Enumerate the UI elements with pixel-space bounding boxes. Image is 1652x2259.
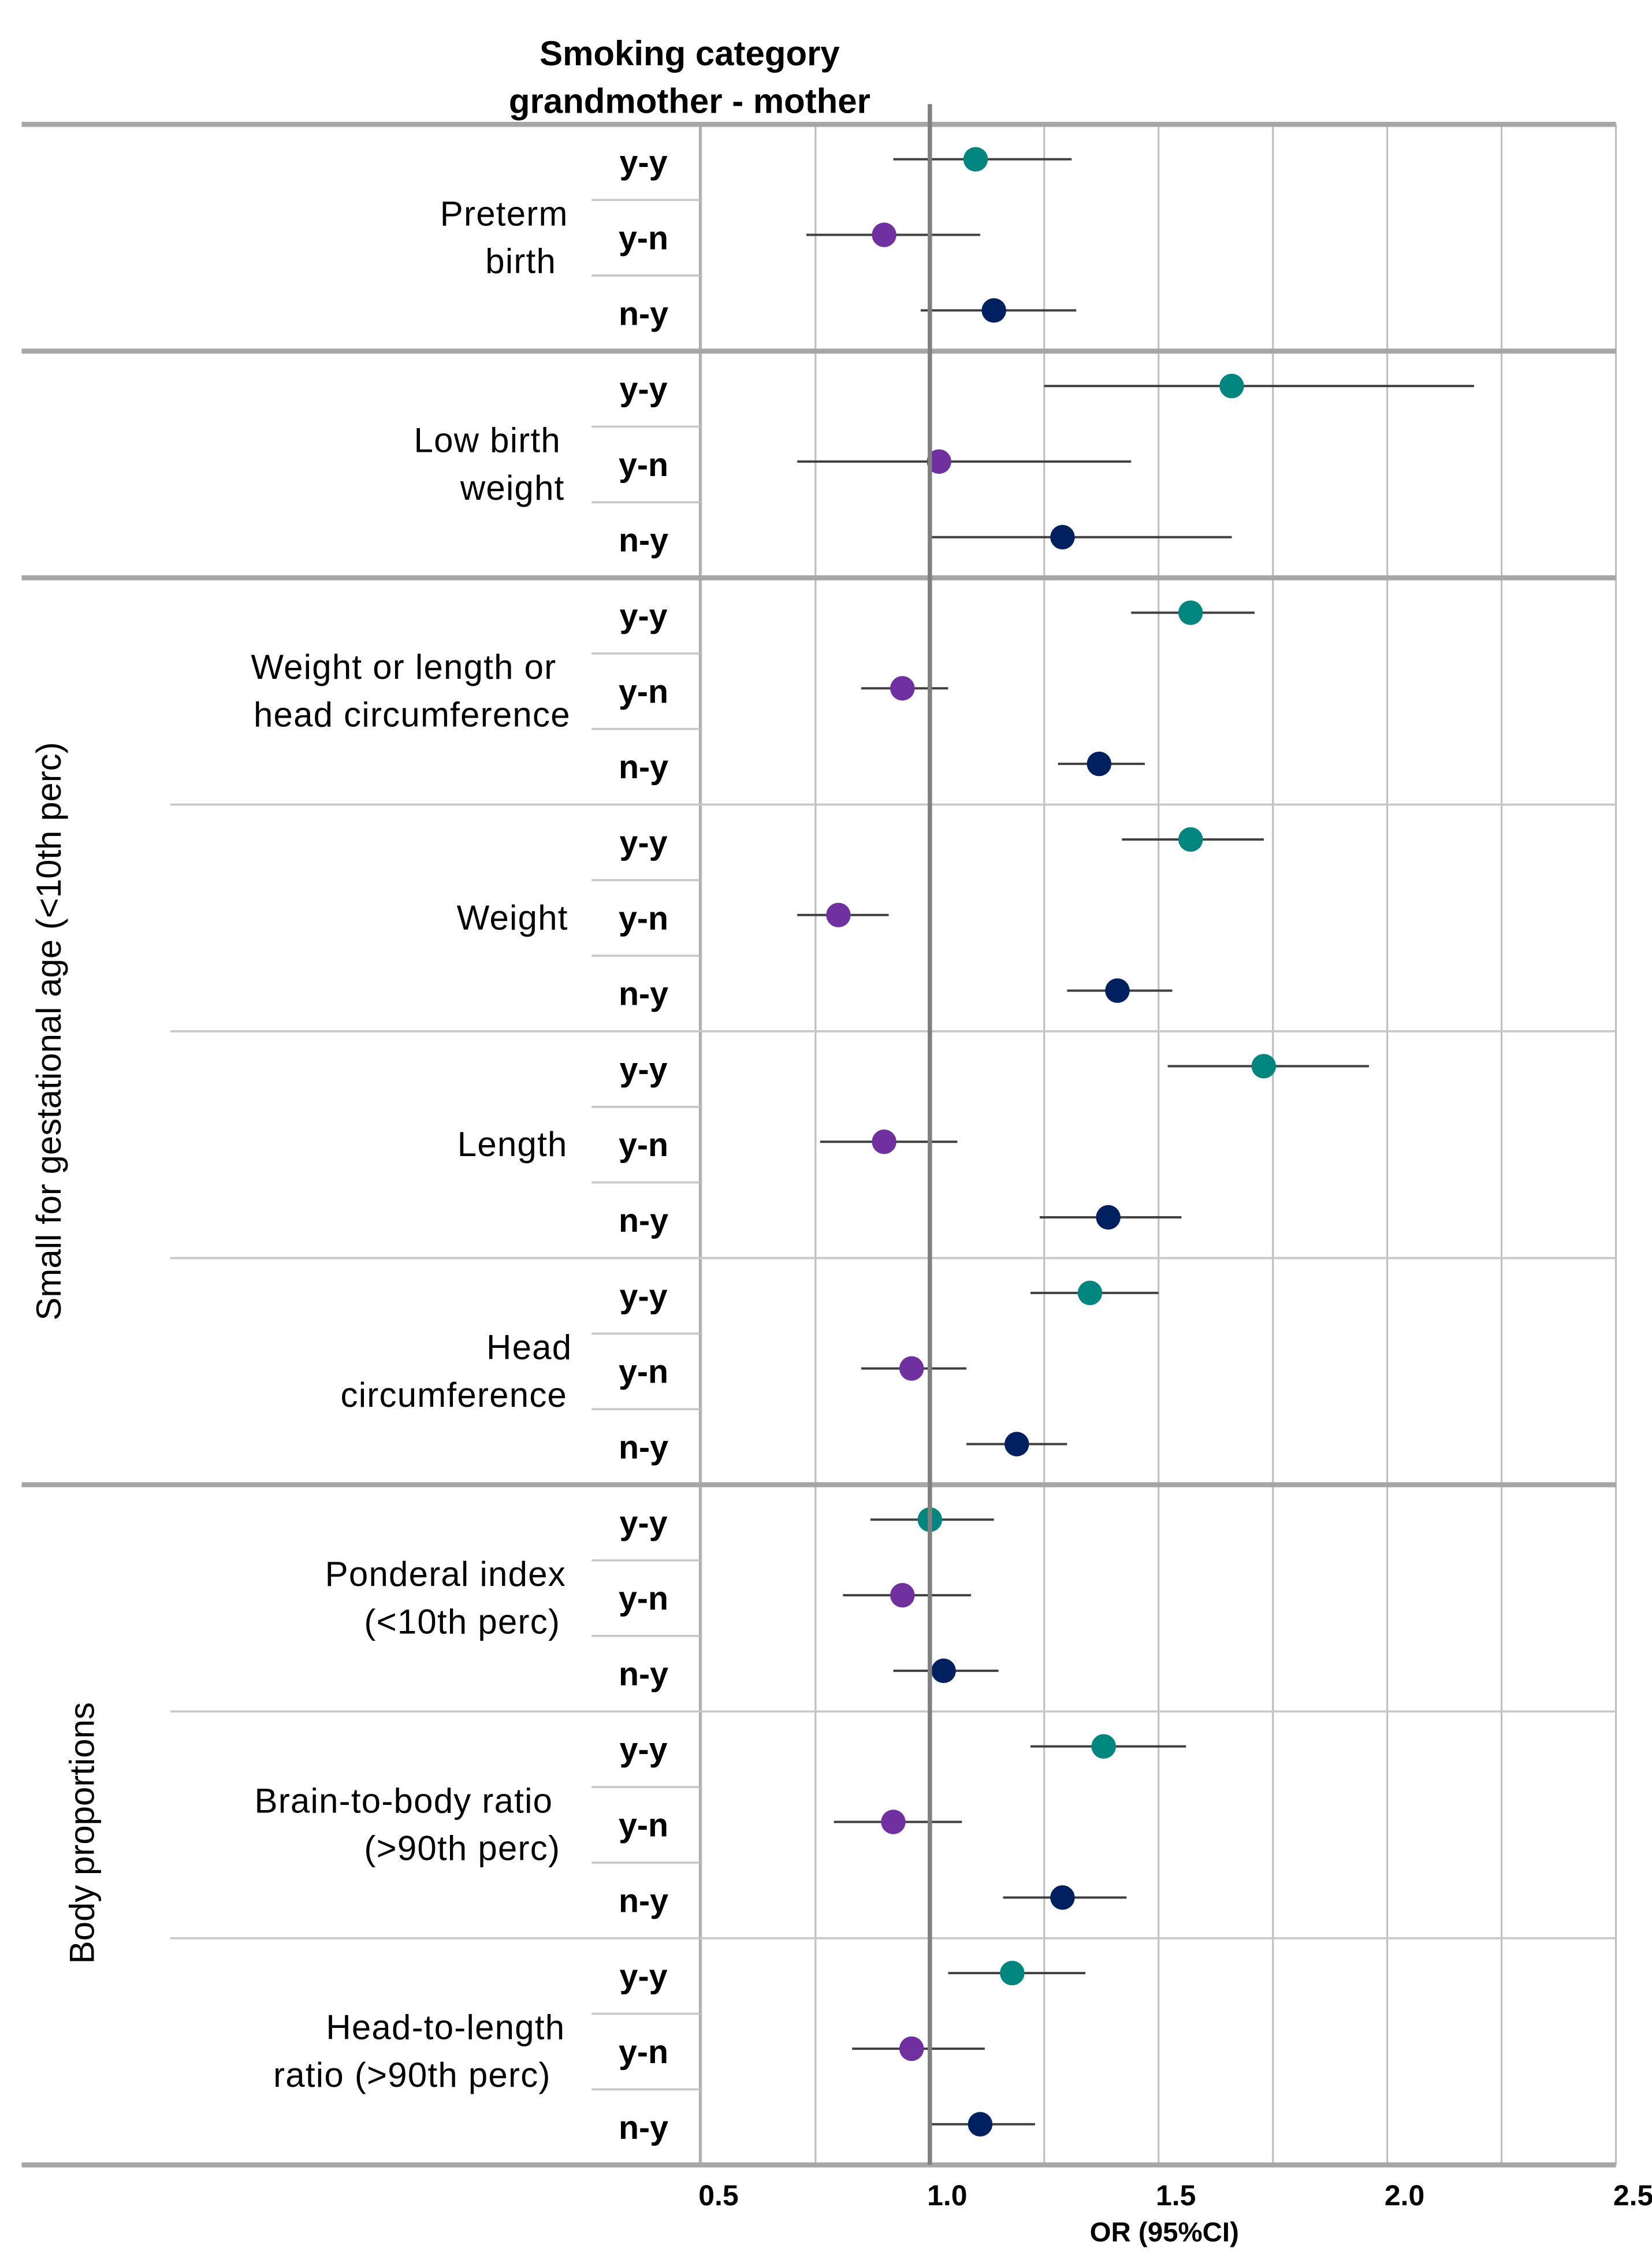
point-estimate-y-y — [1178, 827, 1203, 852]
category-label: n-y — [619, 522, 668, 559]
outcome-label: Head-to-length — [326, 2008, 565, 2047]
category-label: y-n — [619, 2034, 668, 2071]
point-estimate-y-y — [1000, 1960, 1025, 1986]
category-label: y-n — [619, 1807, 668, 1844]
point-estimate-y-y — [1091, 1734, 1116, 1759]
category-label: n-y — [619, 1882, 668, 1919]
outcome-label: weight — [460, 469, 565, 507]
point-estimate-n-y — [1050, 525, 1075, 549]
category-label: y-n — [619, 900, 668, 937]
point-estimate-y-n — [890, 676, 915, 701]
x-tick-label: 1.0 — [927, 2179, 967, 2212]
category-label: y-y — [620, 598, 668, 635]
category-label: y-n — [619, 1354, 668, 1391]
point-estimate-y-n — [890, 1582, 915, 1608]
category-label: y-y — [620, 1278, 668, 1315]
category-label: y-y — [620, 1958, 668, 1995]
point-estimate-n-y — [981, 298, 1006, 323]
category-label: n-y — [619, 1429, 668, 1466]
category-label: y-y — [620, 371, 668, 408]
category-label: n-y — [619, 295, 668, 332]
point-estimate-y-y — [1178, 600, 1203, 625]
category-label: y-y — [620, 1051, 668, 1088]
category-label: y-n — [619, 673, 668, 710]
point-estimate-y-n — [927, 449, 951, 474]
category-label: n-y — [619, 976, 668, 1013]
point-estimate-y-y — [1219, 373, 1244, 399]
outcome-label: Preterm — [440, 194, 568, 233]
outcome-label: Weight or length or — [251, 648, 556, 686]
point-estimate-n-y — [1087, 751, 1112, 776]
category-label: y-n — [619, 220, 668, 257]
outcome-label: (<10th perc) — [364, 1602, 560, 1641]
x-tick-label: 0.5 — [698, 2179, 738, 2212]
chart-title-line-1: Smoking category — [539, 34, 840, 73]
category-label: n-y — [619, 749, 668, 786]
point-estimate-n-y — [1050, 1885, 1075, 1910]
point-estimate-y-n — [899, 2036, 924, 2061]
category-label: y-y — [620, 144, 668, 181]
point-estimate-n-y — [1004, 1432, 1029, 1457]
point-estimate-n-y — [968, 2112, 993, 2137]
outcome-label: Head — [486, 1328, 572, 1366]
category-label: y-y — [620, 1732, 668, 1768]
category-label: n-y — [619, 2109, 668, 2146]
point-estimate-n-y — [931, 1658, 956, 1684]
point-estimate-n-y — [1105, 978, 1130, 1003]
section-label: Body proportions — [62, 1702, 101, 1964]
point-estimate-y-y — [1251, 1054, 1277, 1079]
x-tick-label: 2.0 — [1385, 2179, 1424, 2212]
x-axis-label: OR (95%CI) — [1090, 2217, 1239, 2248]
outcome-label: Ponderal index — [325, 1555, 566, 1593]
category-label: n-y — [619, 1656, 668, 1693]
point-estimate-y-n — [899, 1356, 924, 1381]
point-estimate-y-n — [872, 222, 896, 247]
category-label: n-y — [619, 1202, 668, 1239]
chart-title-line-2: grandmother - mother — [509, 81, 870, 120]
x-tick-label: 1.5 — [1156, 2179, 1196, 2212]
category-label: y-n — [619, 447, 668, 484]
point-estimate-y-y — [1077, 1280, 1103, 1306]
outcome-label: Length — [457, 1125, 568, 1164]
outcome-label: Low birth — [414, 421, 561, 460]
x-tick-label: 2.5 — [1613, 2179, 1652, 2212]
category-label: y-y — [620, 824, 668, 861]
category-label: y-n — [619, 1580, 668, 1617]
section-label: Small for gestational age (<10th perc) — [29, 742, 68, 1320]
point-estimate-n-y — [1096, 1205, 1121, 1230]
point-estimate-y-n — [872, 1130, 896, 1154]
point-estimate-y-y — [963, 147, 988, 172]
outcome-label: birth — [485, 242, 556, 281]
category-label: y-y — [620, 1504, 668, 1541]
outcome-label: circumference — [340, 1376, 567, 1414]
outcome-label: Weight — [457, 898, 568, 937]
outcome-label: (>90th perc) — [364, 1829, 560, 1868]
point-estimate-y-n — [881, 1810, 906, 1834]
point-estimate-y-n — [826, 902, 851, 928]
category-label: y-n — [619, 1127, 668, 1164]
outcome-label: ratio (>90th perc) — [273, 2056, 551, 2094]
outcome-label: Brain-to-body ratio — [254, 1781, 553, 1820]
outcome-label: head circumference — [254, 696, 571, 734]
